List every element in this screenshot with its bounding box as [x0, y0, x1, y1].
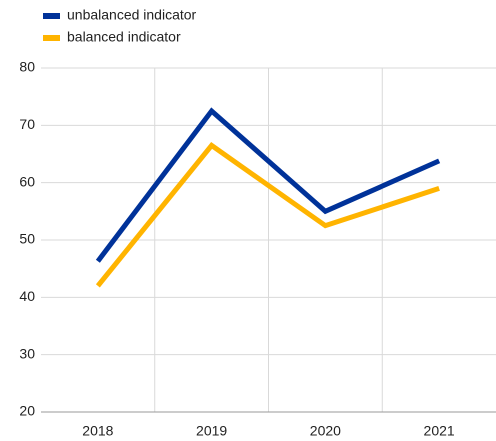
- legend-swatch: [43, 13, 60, 19]
- series-line: [95, 142, 440, 288]
- y-tick-label: 70: [19, 116, 35, 132]
- y-tick-label: 20: [19, 403, 35, 419]
- y-tick-label: 40: [19, 288, 35, 304]
- y-tick-label: 80: [19, 59, 35, 75]
- series-line: [95, 107, 441, 263]
- x-tick-label: 2019: [196, 423, 227, 439]
- y-tick-label: 60: [19, 173, 35, 189]
- x-tick-label: 2021: [424, 423, 455, 439]
- y-tick-label: 30: [19, 345, 35, 361]
- legend-label: balanced indicator: [67, 29, 181, 45]
- x-tick-label: 2018: [82, 423, 113, 439]
- legend-label: unbalanced indicator: [67, 7, 197, 23]
- x-tick-label: 2020: [310, 423, 341, 439]
- y-tick-label: 50: [19, 231, 35, 247]
- legend-swatch: [43, 35, 60, 41]
